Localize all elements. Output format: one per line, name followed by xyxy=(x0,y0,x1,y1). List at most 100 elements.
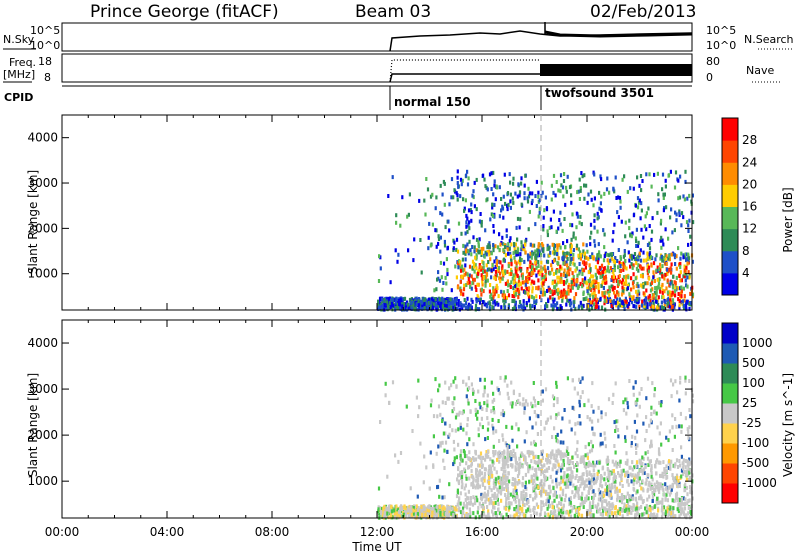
scatter-cell xyxy=(638,198,641,203)
scatter-cell xyxy=(547,512,550,517)
scatter-cell xyxy=(554,435,558,439)
scatter-cell xyxy=(523,280,526,285)
scatter-cell xyxy=(492,286,495,291)
scatter-cell xyxy=(435,244,438,249)
scatter-cell xyxy=(614,486,617,491)
scatter-cell xyxy=(602,258,606,263)
scatter-cell xyxy=(417,506,420,510)
scatter-cell xyxy=(387,507,390,512)
scatter-cell xyxy=(635,239,638,244)
scatter-cell xyxy=(585,183,588,188)
scatter-cell xyxy=(579,395,582,400)
scatter-cell xyxy=(645,227,648,232)
scatter-cell xyxy=(537,270,540,275)
scatter-cell xyxy=(604,412,607,417)
scatter-cell xyxy=(535,286,538,291)
scatter-cell xyxy=(527,291,530,296)
scatter-cell xyxy=(521,464,524,469)
scatter-cell xyxy=(637,479,640,483)
scatter-cell xyxy=(683,274,686,279)
scatter-cell xyxy=(543,477,546,482)
scatter-cell xyxy=(460,479,464,484)
scatter-cell xyxy=(530,441,533,446)
scatter-cell xyxy=(572,274,575,279)
scatter-cell xyxy=(417,299,420,304)
scatter-cell xyxy=(559,173,563,178)
scatter-cell xyxy=(601,466,604,471)
scatter-cell xyxy=(464,231,467,236)
scatter-cell xyxy=(585,498,588,503)
scatter-cell xyxy=(657,508,660,513)
scatter-cell xyxy=(637,257,640,262)
scatter-cell xyxy=(618,498,621,503)
scatter-cell xyxy=(590,463,593,468)
scatter-cell xyxy=(532,486,535,491)
scatter-cell xyxy=(475,471,478,475)
scatter-cell xyxy=(607,459,610,463)
scatter-cell xyxy=(679,270,682,275)
scatter-cell xyxy=(623,502,626,507)
scatter-cell xyxy=(494,274,497,279)
scatter-cell xyxy=(518,193,521,198)
scatter-cell xyxy=(441,304,444,309)
scatter-cell xyxy=(475,288,478,292)
scatter-cell xyxy=(685,266,688,270)
scatter-cell xyxy=(689,506,692,511)
scatter-cell xyxy=(483,401,486,406)
scatter-cell xyxy=(600,208,603,213)
scatter-cell xyxy=(434,297,437,301)
scatter-cell xyxy=(656,277,659,282)
scatter-cell xyxy=(633,419,636,424)
scatter-cell xyxy=(486,278,489,283)
scatter-cell xyxy=(605,277,608,282)
scatter-cell xyxy=(603,471,606,476)
scatter-cell xyxy=(405,404,408,409)
scatter-cell xyxy=(643,303,646,308)
scatter-cell xyxy=(535,294,538,299)
scatter-cell xyxy=(687,260,690,265)
scatter-cell xyxy=(518,190,522,195)
scatter-cell xyxy=(640,303,644,308)
scatter-cell xyxy=(605,187,609,192)
scatter-cell xyxy=(491,417,494,422)
scatter-cell xyxy=(648,252,651,257)
scatter-cell xyxy=(671,413,674,418)
scatter-cell xyxy=(628,218,631,223)
scatter-cell xyxy=(662,242,665,247)
scatter-cell xyxy=(599,201,602,206)
scatter-cell xyxy=(379,420,382,424)
scatter-cell xyxy=(514,191,517,196)
scatter-cell xyxy=(466,423,469,428)
scatter-cell xyxy=(379,266,382,271)
scatter-cell xyxy=(596,268,599,273)
scatter-cell xyxy=(514,307,517,312)
scatter-cell xyxy=(600,415,603,420)
scatter-cell xyxy=(552,493,555,498)
scatter-cell xyxy=(594,493,597,497)
scatter-cell xyxy=(660,235,663,240)
scatter-cell xyxy=(452,307,455,312)
scatter-cell xyxy=(462,197,465,202)
scatter-cell xyxy=(465,301,468,305)
scatter-cell xyxy=(592,460,595,465)
scatter-cell xyxy=(577,490,580,495)
scatter-cell xyxy=(685,220,689,225)
scatter-cell xyxy=(590,230,593,235)
scatter-cell xyxy=(522,493,525,498)
scatter-cell xyxy=(423,302,426,306)
scatter-cell xyxy=(453,447,456,452)
scatter-cell xyxy=(617,275,620,280)
scatter-cell xyxy=(569,473,572,478)
scatter-cell xyxy=(582,458,585,463)
scatter-cell xyxy=(488,267,491,272)
scatter-cell xyxy=(612,469,615,474)
scatter-cell xyxy=(560,497,563,502)
scatter-cell xyxy=(537,244,540,249)
scatter-cell xyxy=(556,459,559,464)
scatter-cell xyxy=(506,464,509,469)
scatter-cell xyxy=(594,463,597,468)
scatter-cell xyxy=(618,463,621,468)
scatter-cell xyxy=(679,511,682,516)
scatter-cell xyxy=(461,274,464,279)
scatter-cell xyxy=(684,169,687,174)
